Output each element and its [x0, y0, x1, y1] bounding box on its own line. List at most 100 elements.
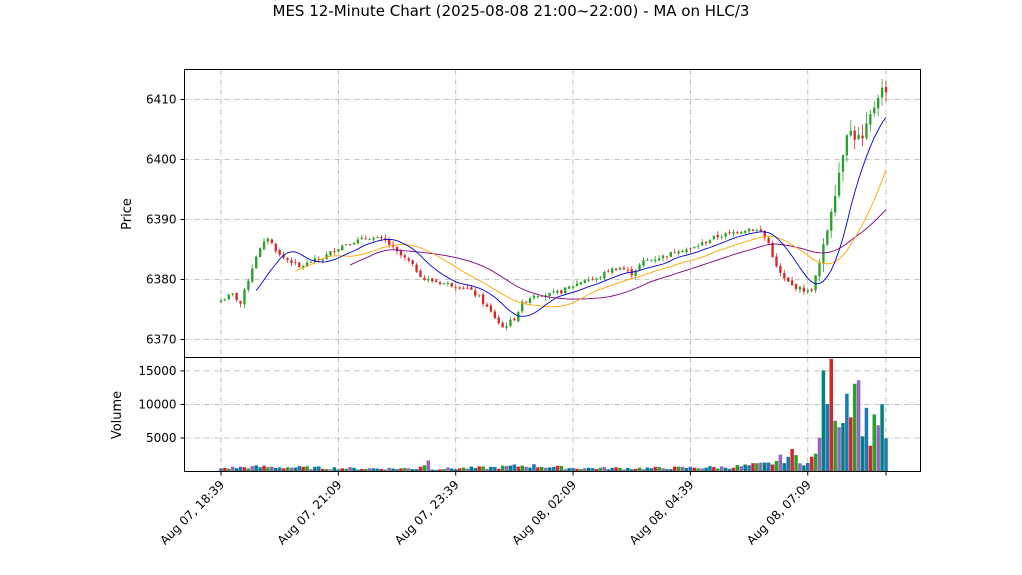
x-tick-label-5: Aug 08, 07:09: [744, 478, 814, 548]
volume-bar-106: [633, 468, 638, 472]
volume-bar-53: [426, 460, 431, 472]
volume-bar-62: [461, 467, 466, 472]
volume-bar-124: [704, 467, 708, 472]
candle-body-167: [873, 107, 876, 114]
candle-body-23: [309, 262, 313, 263]
volume-bar-19: [293, 467, 298, 472]
volume-bar-141: [770, 464, 775, 472]
candle-body-166: [869, 114, 872, 125]
volume-bar-23: [309, 469, 313, 472]
candle-body-148: [798, 286, 802, 290]
candle-body-94: [587, 279, 590, 281]
volume-bar-99: [606, 469, 611, 472]
candle-body-155: [826, 230, 829, 245]
candle-body-131: [732, 232, 735, 234]
volume-bar-36: [360, 468, 364, 472]
volume-bar-107: [637, 467, 642, 472]
candle-body-18: [290, 260, 293, 264]
volume-bar-32: [344, 468, 348, 472]
candle-body-31: [341, 245, 344, 251]
moving-average-lines: [255, 117, 887, 317]
volume-bar-64: [469, 466, 474, 472]
volume-bar-122: [696, 468, 700, 472]
candle-body-134: [744, 230, 747, 233]
candle-body-16: [282, 255, 285, 258]
volume-bar-157: [833, 420, 837, 472]
volume-bar-7: [246, 468, 251, 472]
volume-bar-79: [528, 467, 532, 472]
volume-bar-57: [442, 469, 446, 472]
volume-bar-131: [731, 467, 736, 472]
volume-bar-93: [583, 468, 587, 472]
candle-body-62: [462, 287, 465, 289]
candle-body-142: [775, 256, 778, 267]
volume-bar-169: [880, 404, 884, 472]
volume-bar-6: [242, 467, 247, 472]
candle-body-66: [478, 295, 481, 297]
volume-bar-68: [485, 468, 489, 472]
volume-bar-58: [446, 467, 450, 472]
volume-bar-97: [598, 467, 603, 472]
volume-bar-130: [727, 468, 732, 472]
volume-bar-162: [852, 383, 857, 472]
candle-body-124: [704, 241, 708, 243]
volume-bar-41: [379, 469, 384, 472]
volume-bar-142: [774, 460, 779, 472]
candle-body-165: [865, 123, 868, 139]
candle-body-145: [787, 277, 790, 282]
candle-body-99: [607, 271, 610, 273]
candle-body-117: [677, 251, 680, 254]
volume-panel: 5000 10000 15000 Volume: [110, 357, 921, 472]
price-ytick-label-2: 6390: [146, 213, 177, 227]
candle-body-19: [294, 262, 297, 263]
volume-bar-27: [324, 469, 329, 472]
candle-body-39: [372, 237, 375, 240]
candle-body-26: [321, 259, 324, 261]
candle-body-68: [485, 304, 489, 307]
candle-body-150: [806, 290, 809, 292]
candle-body-52: [423, 277, 426, 280]
volume-bar-34: [352, 467, 356, 472]
volume-bar-148: [798, 463, 802, 472]
volume-bar-129: [723, 467, 728, 472]
candle-body-138: [759, 229, 762, 232]
candle-body-65: [474, 290, 477, 296]
candle-body-11: [262, 241, 266, 249]
candle-body-32: [345, 244, 348, 246]
volume-bar-28: [328, 469, 333, 472]
candle-body-102: [618, 267, 622, 270]
candle-body-100: [611, 268, 614, 273]
candle-body-137: [755, 230, 759, 232]
volume-bar-80: [532, 464, 536, 472]
candle-body-156: [830, 211, 833, 231]
volume-bar-132: [735, 465, 740, 472]
candle-body-113: [661, 255, 665, 259]
volume-bar-33: [348, 467, 352, 472]
volume-bar-118: [680, 466, 685, 472]
candle-body-43: [388, 239, 391, 245]
candle-body-118: [681, 251, 684, 253]
volume-bar-143: [778, 454, 783, 472]
volume-bar-125: [708, 466, 712, 472]
candle-body-51: [419, 270, 422, 278]
volume-bar-156: [829, 358, 833, 472]
candle-body-49: [411, 260, 414, 264]
volume-bar-61: [457, 468, 462, 472]
volume-bar-167: [872, 414, 877, 472]
candle-body-10: [258, 248, 262, 257]
candle-body-41: [380, 236, 383, 239]
candle-body-60: [454, 287, 457, 289]
volume-bar-170: [884, 438, 888, 472]
candle-body-114: [665, 256, 669, 258]
candle-body-24: [313, 258, 317, 263]
candle-body-56: [438, 282, 442, 284]
volume-bar-9: [254, 465, 258, 472]
volume-bar-108: [641, 469, 646, 472]
candle-body-108: [642, 260, 645, 266]
candle-body-116: [673, 252, 676, 254]
volume-bar-105: [629, 469, 634, 472]
candle-body-141: [771, 243, 774, 258]
volume-bar-50: [414, 469, 419, 472]
ma-fast-line: [255, 117, 887, 317]
candle-body-111: [654, 259, 657, 261]
